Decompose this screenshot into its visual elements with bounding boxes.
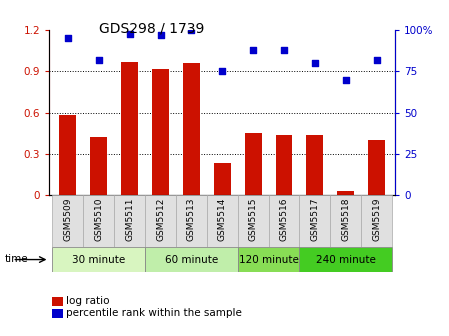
Bar xyxy=(330,195,361,247)
Point xyxy=(95,57,102,62)
Text: GSM5510: GSM5510 xyxy=(94,198,103,241)
Bar xyxy=(306,134,323,195)
Bar xyxy=(59,115,76,195)
Text: GSM5518: GSM5518 xyxy=(341,198,350,241)
Bar xyxy=(361,195,392,247)
Bar xyxy=(238,195,269,247)
Point xyxy=(219,69,226,74)
Point xyxy=(126,31,133,36)
Text: GSM5513: GSM5513 xyxy=(187,198,196,241)
Text: percentile rank within the sample: percentile rank within the sample xyxy=(66,308,242,318)
Bar xyxy=(299,195,330,247)
Bar xyxy=(53,195,84,247)
Text: 30 minute: 30 minute xyxy=(72,255,125,264)
Point xyxy=(188,28,195,33)
Point xyxy=(157,33,164,38)
Point xyxy=(280,47,287,53)
Point xyxy=(64,36,71,41)
Point xyxy=(342,77,349,82)
Text: 60 minute: 60 minute xyxy=(165,255,218,264)
Bar xyxy=(121,62,138,195)
Text: GSM5512: GSM5512 xyxy=(156,198,165,241)
Bar xyxy=(145,195,176,247)
Bar xyxy=(183,63,200,195)
Bar xyxy=(207,195,238,247)
Point xyxy=(250,47,257,53)
Text: GSM5515: GSM5515 xyxy=(249,198,258,241)
Bar xyxy=(276,134,292,195)
Point xyxy=(373,57,380,62)
Bar xyxy=(53,247,145,272)
Bar xyxy=(152,69,169,195)
Text: 120 minute: 120 minute xyxy=(238,255,299,264)
Text: GSM5514: GSM5514 xyxy=(218,198,227,241)
Bar xyxy=(84,195,114,247)
Text: log ratio: log ratio xyxy=(66,296,110,306)
Text: GSM5511: GSM5511 xyxy=(125,198,134,241)
Bar xyxy=(114,195,145,247)
Point xyxy=(311,60,318,66)
Text: GSM5519: GSM5519 xyxy=(372,198,381,241)
Text: GSM5517: GSM5517 xyxy=(310,198,319,241)
Bar xyxy=(368,140,385,195)
Bar xyxy=(90,137,107,195)
Text: GSM5509: GSM5509 xyxy=(63,198,72,241)
Bar xyxy=(337,191,354,195)
Text: GDS298 / 1739: GDS298 / 1739 xyxy=(99,22,204,36)
Bar xyxy=(245,133,262,195)
Bar xyxy=(145,247,238,272)
Text: time: time xyxy=(4,254,28,264)
Bar xyxy=(176,195,207,247)
Text: GSM5516: GSM5516 xyxy=(279,198,289,241)
Bar xyxy=(214,163,231,195)
Bar xyxy=(299,247,392,272)
Bar xyxy=(238,247,299,272)
Bar xyxy=(269,195,299,247)
Text: 240 minute: 240 minute xyxy=(316,255,376,264)
